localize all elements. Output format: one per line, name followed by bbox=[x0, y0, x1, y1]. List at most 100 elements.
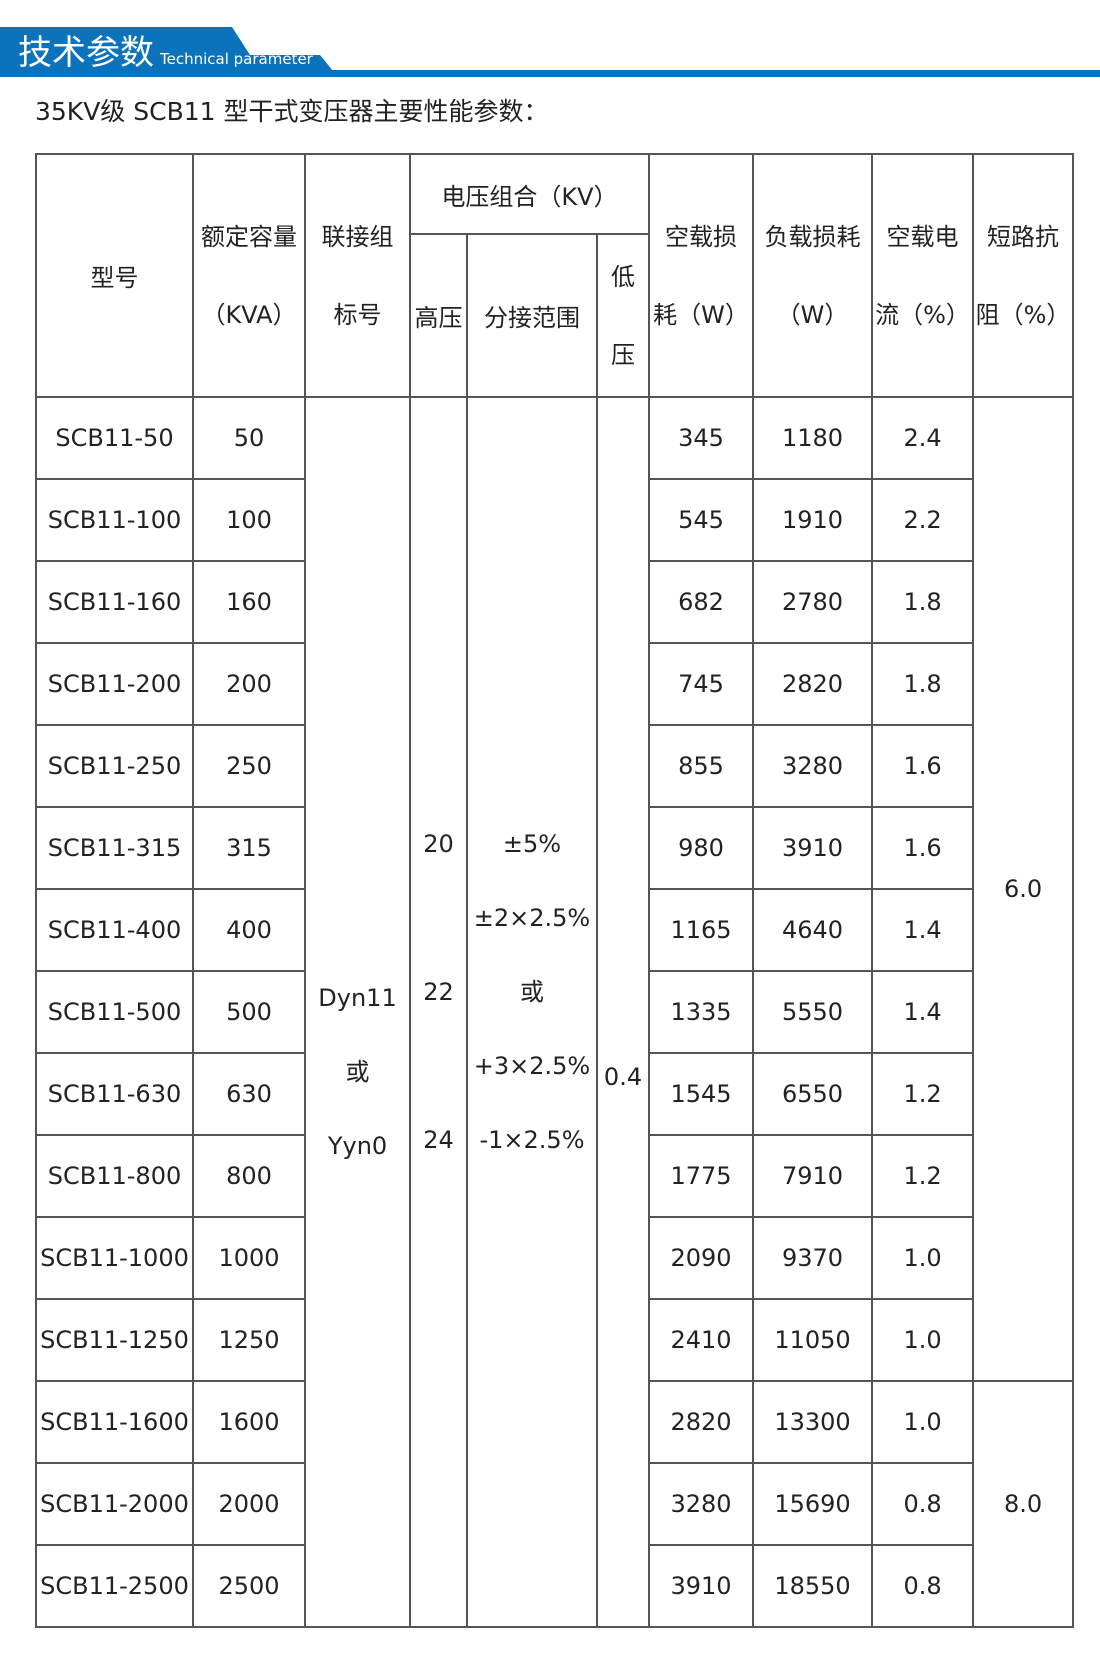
cell-capacity: 1000 bbox=[192, 1216, 306, 1300]
cell-group: Dyn11 或 Yyn0 bbox=[304, 396, 411, 1628]
cell-model: SCB11-315 bbox=[35, 806, 194, 890]
table-row: SCB11-50 50 Dyn11 或 Yyn0 20 22 24 ±5% ±2×2.5% 或 +3×… bbox=[35, 396, 1075, 1628]
cell-model: SCB11-400 bbox=[35, 888, 194, 972]
table-row: SCB11-315 315 980 3910 1.6 bbox=[35, 806, 1073, 890]
cell-impedance: 8.0 bbox=[972, 1380, 1075, 1628]
cell-capacity: 250 bbox=[192, 724, 306, 808]
cell-load-loss: 3280 bbox=[752, 724, 874, 808]
header-noload-current: 空载电 流（%） bbox=[871, 153, 975, 398]
cell-load-loss: 5550 bbox=[752, 970, 874, 1054]
cell-noload-loss: 1335 bbox=[648, 970, 755, 1054]
cell-noload-current: 1.0 bbox=[871, 1298, 975, 1382]
cell-load-loss: 2780 bbox=[752, 560, 874, 644]
title-en: Technical parameter bbox=[160, 50, 313, 68]
parameter-table: 型号 额定容量 （KVA） 联接组 标号 电压组合（KV） 空载损 耗（W） 负载损耗… bbox=[35, 153, 1075, 1628]
header-voltage: 电压组合（KV） bbox=[408, 153, 651, 235]
header-tap: 分接范围 bbox=[466, 233, 598, 398]
table-row: SCB11-100 100 545 1910 2.2 bbox=[35, 478, 1073, 562]
cell-model: SCB11-2500 bbox=[35, 1544, 194, 1628]
cell-load-loss: 6550 bbox=[752, 1052, 874, 1136]
cell-model: SCB11-50 bbox=[35, 396, 194, 480]
cell-noload-current: 1.2 bbox=[871, 1052, 975, 1136]
cell-capacity: 630 bbox=[192, 1052, 306, 1136]
cell-noload-loss: 3280 bbox=[648, 1462, 755, 1546]
header-group: 联接组 标号 bbox=[304, 153, 411, 398]
cell-load-loss: 2820 bbox=[752, 642, 874, 726]
cell-capacity: 100 bbox=[192, 478, 306, 562]
cell-capacity: 50 bbox=[192, 396, 306, 480]
cell-model: SCB11-200 bbox=[35, 642, 194, 726]
header-load-loss: 负载损耗 （W） bbox=[752, 153, 874, 398]
cell-hv: 20 22 24 bbox=[409, 396, 468, 1628]
table-row: SCB11-400 400 1165 4640 1.4 bbox=[35, 888, 1073, 972]
table-row: SCB11-2500 2500 3910 18550 0.8 bbox=[35, 1544, 1073, 1628]
cell-noload-current: 1.6 bbox=[871, 724, 975, 808]
title-cn: 技术参数 bbox=[18, 33, 154, 73]
cell-noload-loss: 1545 bbox=[648, 1052, 755, 1136]
cell-model: SCB11-100 bbox=[35, 478, 194, 562]
cell-capacity: 315 bbox=[192, 806, 306, 890]
cell-load-loss: 13300 bbox=[752, 1380, 874, 1464]
cell-noload-loss: 2410 bbox=[648, 1298, 755, 1382]
table-row: SCB11-1000 1000 2090 9370 1.0 bbox=[35, 1216, 1073, 1300]
header-hv: 高压 bbox=[409, 233, 468, 398]
table-row: SCB11-200 200 745 2820 1.8 bbox=[35, 642, 1073, 726]
cell-model: SCB11-630 bbox=[35, 1052, 194, 1136]
cell-noload-current: 1.4 bbox=[871, 888, 975, 972]
table-row: SCB11-160 160 682 2780 1.8 bbox=[35, 560, 1073, 644]
header-model: 型号 bbox=[35, 153, 194, 398]
cell-noload-current: 1.8 bbox=[871, 642, 975, 726]
cell-model: SCB11-500 bbox=[35, 970, 194, 1054]
header-capacity: 额定容量 （KVA） bbox=[192, 153, 306, 398]
cell-capacity: 400 bbox=[192, 888, 306, 972]
cell-capacity: 200 bbox=[192, 642, 306, 726]
cell-model: SCB11-250 bbox=[35, 724, 194, 808]
cell-noload-loss: 2820 bbox=[648, 1380, 755, 1464]
cell-load-loss: 3910 bbox=[752, 806, 874, 890]
cell-noload-current: 1.0 bbox=[871, 1216, 975, 1300]
table-row: SCB11-1600 1600 2820 13300 1.0 8.0 bbox=[35, 1380, 1075, 1628]
cell-load-loss: 7910 bbox=[752, 1134, 874, 1218]
cell-noload-current: 2.4 bbox=[871, 396, 975, 480]
cell-noload-loss: 745 bbox=[648, 642, 755, 726]
cell-noload-current: 1.2 bbox=[871, 1134, 975, 1218]
cell-model: SCB11-2000 bbox=[35, 1462, 194, 1546]
cell-noload-loss: 855 bbox=[648, 724, 755, 808]
cell-noload-loss: 1775 bbox=[648, 1134, 755, 1218]
table-row: SCB11-800 800 1775 7910 1.2 bbox=[35, 1134, 1073, 1218]
cell-capacity: 500 bbox=[192, 970, 306, 1054]
cell-noload-current: 1.6 bbox=[871, 806, 975, 890]
cell-model: SCB11-160 bbox=[35, 560, 194, 644]
cell-model: SCB11-1600 bbox=[35, 1380, 194, 1464]
table-row: SCB11-630 630 1545 6550 1.2 bbox=[35, 1052, 1073, 1136]
cell-tap: ±5% ±2×2.5% 或 +3×2.5% -1×2.5% bbox=[466, 396, 598, 1628]
header-impedance: 短路抗 阻（%） bbox=[972, 153, 1075, 398]
cell-model: SCB11-800 bbox=[35, 1134, 194, 1218]
cell-capacity: 2500 bbox=[192, 1544, 306, 1628]
cell-noload-current: 1.4 bbox=[871, 970, 975, 1054]
cell-noload-loss: 1165 bbox=[648, 888, 755, 972]
cell-model: SCB11-1000 bbox=[35, 1216, 194, 1300]
cell-load-loss: 18550 bbox=[752, 1544, 874, 1628]
cell-load-loss: 1180 bbox=[752, 396, 874, 480]
cell-capacity: 800 bbox=[192, 1134, 306, 1218]
header-lv: 低压 bbox=[595, 233, 651, 398]
table-row: SCB11-2000 2000 3280 15690 0.8 bbox=[35, 1462, 1073, 1546]
cell-noload-current: 0.8 bbox=[871, 1462, 975, 1546]
cell-noload-loss: 682 bbox=[648, 560, 755, 644]
cell-noload-current: 2.2 bbox=[871, 478, 975, 562]
cell-model: SCB11-1250 bbox=[35, 1298, 194, 1382]
cell-impedance: 6.0 bbox=[972, 396, 1075, 1382]
section-header-line bbox=[0, 70, 1100, 77]
cell-load-loss: 4640 bbox=[752, 888, 874, 972]
table-caption: 35KV级 SCB11 型干式变压器主要性能参数： bbox=[35, 97, 549, 126]
cell-lv: 0.4 bbox=[595, 396, 651, 1628]
table-row: SCB11-250 250 855 3280 1.6 bbox=[35, 724, 1073, 808]
cell-capacity: 1600 bbox=[192, 1380, 306, 1464]
table-row: SCB11-500 500 1335 5550 1.4 bbox=[35, 970, 1073, 1054]
cell-noload-current: 1.0 bbox=[871, 1380, 975, 1464]
cell-load-loss: 15690 bbox=[752, 1462, 874, 1546]
cell-load-loss: 11050 bbox=[752, 1298, 874, 1382]
cell-capacity: 1250 bbox=[192, 1298, 306, 1382]
cell-capacity: 2000 bbox=[192, 1462, 306, 1546]
